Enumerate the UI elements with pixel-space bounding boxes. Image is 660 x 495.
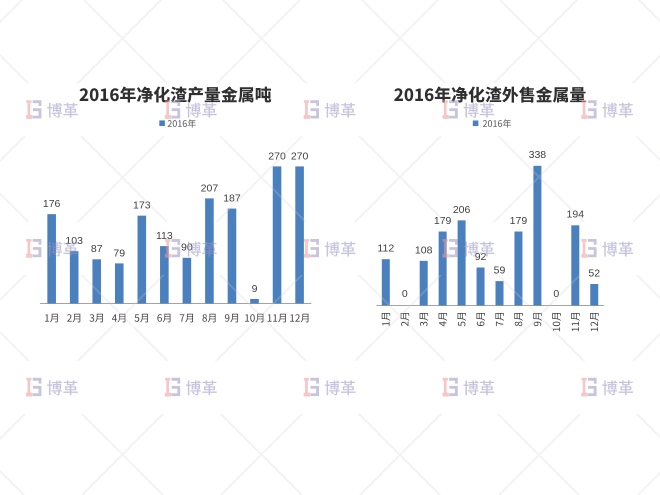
svg-text:0: 0	[553, 288, 559, 300]
svg-text:112: 112	[377, 243, 394, 255]
svg-text:270: 270	[268, 150, 286, 162]
svg-text:52: 52	[588, 267, 600, 279]
svg-text:173: 173	[133, 200, 151, 212]
svg-text:179: 179	[510, 215, 528, 227]
svg-text:87: 87	[91, 243, 103, 255]
svg-text:9: 9	[252, 283, 258, 295]
svg-text:207: 207	[201, 182, 219, 194]
svg-text:113: 113	[156, 230, 173, 242]
svg-text:270: 270	[291, 150, 309, 162]
svg-text:79: 79	[113, 247, 125, 259]
svg-text:108: 108	[415, 244, 433, 256]
svg-text:59: 59	[494, 265, 506, 277]
svg-text:179: 179	[434, 215, 452, 227]
svg-text:194: 194	[567, 209, 585, 221]
svg-text:187: 187	[223, 192, 241, 204]
svg-text:0: 0	[402, 288, 408, 300]
svg-text:90: 90	[181, 242, 193, 254]
svg-text:176: 176	[43, 198, 61, 210]
svg-text:206: 206	[453, 204, 471, 216]
svg-text:338: 338	[529, 149, 547, 161]
svg-text:92: 92	[475, 251, 487, 263]
